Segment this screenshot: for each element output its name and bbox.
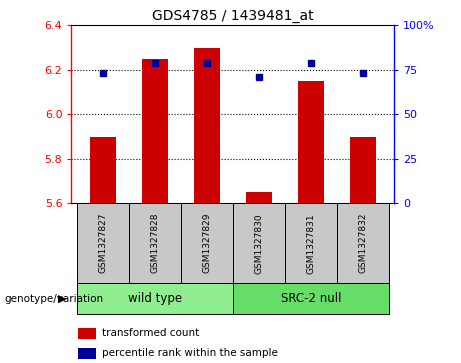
Bar	[246, 192, 272, 203]
Bar	[78, 329, 96, 339]
Text: SRC-2 null: SRC-2 null	[281, 292, 341, 305]
Bar	[350, 136, 376, 203]
Text: genotype/variation: genotype/variation	[5, 294, 104, 303]
Text: GSM1327832: GSM1327832	[358, 213, 367, 273]
Text: GSM1327827: GSM1327827	[98, 213, 107, 273]
Bar	[78, 348, 96, 359]
Bar	[194, 48, 220, 203]
Title: GDS4785 / 1439481_at: GDS4785 / 1439481_at	[152, 9, 313, 23]
Text: GSM1327831: GSM1327831	[307, 213, 315, 274]
Text: percentile rank within the sample: percentile rank within the sample	[102, 348, 278, 358]
Bar	[90, 136, 116, 203]
Bar	[285, 203, 337, 283]
Text: GSM1327829: GSM1327829	[202, 213, 211, 273]
Bar	[298, 81, 324, 203]
Text: GSM1327830: GSM1327830	[254, 213, 263, 274]
Text: ▶: ▶	[59, 294, 67, 303]
Bar	[77, 283, 233, 314]
Text: wild type: wild type	[128, 292, 182, 305]
Bar	[142, 59, 168, 203]
Bar	[77, 203, 129, 283]
Bar	[181, 203, 233, 283]
Text: GSM1327828: GSM1327828	[150, 213, 159, 273]
Bar	[129, 203, 181, 283]
Text: transformed count: transformed count	[102, 328, 199, 338]
Bar	[337, 203, 389, 283]
Bar	[233, 203, 285, 283]
Bar	[233, 283, 389, 314]
